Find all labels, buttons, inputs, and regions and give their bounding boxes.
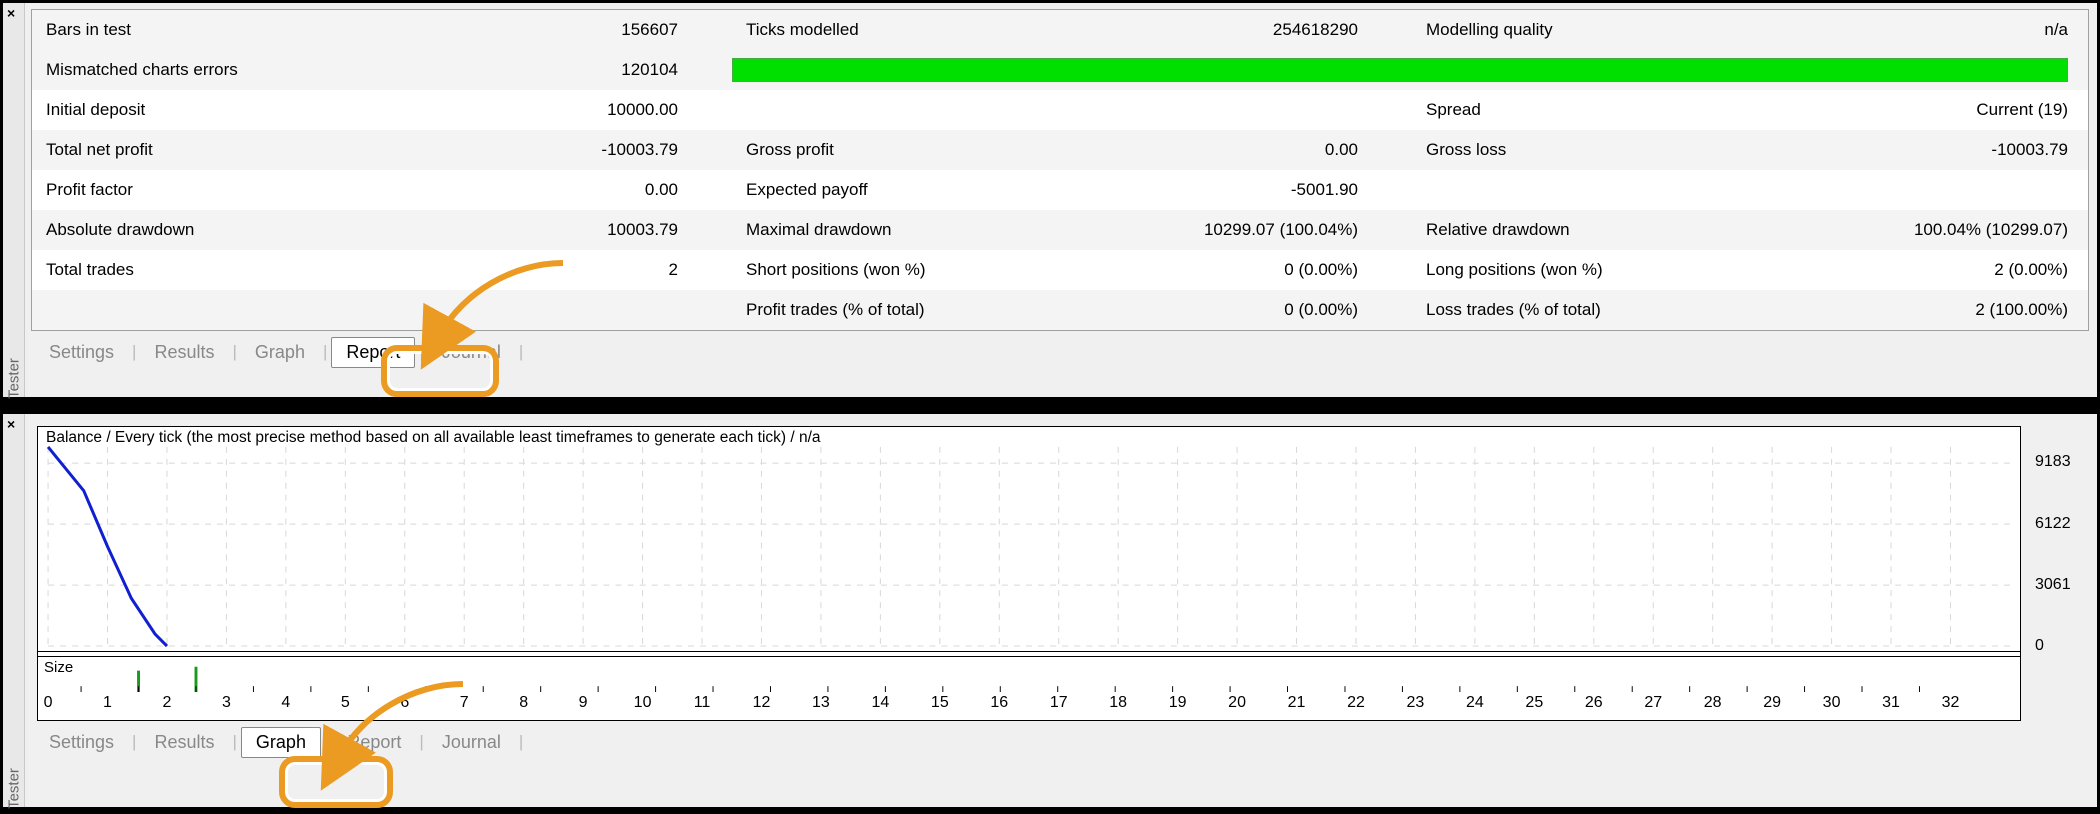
- report-row: Profit factor0.00Expected payoff-5001.90: [32, 170, 2088, 210]
- tab-settings[interactable]: Settings: [35, 728, 128, 757]
- tester-graph-panel: × Tester Balance / Every tick (the most …: [0, 410, 2100, 810]
- x-axis: 0123456789101112131415161718192021222324…: [38, 692, 2020, 720]
- report-row: Bars in test156607Ticks modelled25461829…: [32, 10, 2088, 50]
- tab-settings[interactable]: Settings: [35, 338, 128, 367]
- graph-tabbar: Settings|Results|Graph|Report|Journal|: [25, 721, 2097, 765]
- modelling-progress: [732, 58, 2082, 82]
- close-icon[interactable]: ×: [7, 416, 15, 432]
- report-row: Total net profit-10003.79Gross profit0.0…: [32, 130, 2088, 170]
- close-icon[interactable]: ×: [7, 5, 15, 21]
- tab-report[interactable]: Report: [331, 337, 415, 368]
- report-row: Profit trades (% of total)0 (0.00%)Loss …: [32, 290, 2088, 330]
- report-row: Absolute drawdown10003.79Maximal drawdow…: [32, 210, 2088, 250]
- tester-vertical-strip: × Tester: [3, 3, 25, 397]
- graph-body: Balance / Every tick (the most precise m…: [25, 414, 2097, 807]
- tab-journal[interactable]: Journal: [428, 728, 515, 757]
- report-row: Mismatched charts errors120104: [32, 50, 2088, 90]
- tester-vertical-strip: × Tester: [3, 414, 25, 807]
- tab-graph[interactable]: Graph: [241, 727, 321, 758]
- report-row: Total trades2Short positions (won %)0 (0…: [32, 250, 2088, 290]
- tab-graph[interactable]: Graph: [241, 338, 319, 367]
- report-body: Bars in test156607Ticks modelled25461829…: [25, 3, 2097, 397]
- report-tabbar: Settings|Results|Graph|Report|Journal|: [25, 331, 2097, 375]
- tester-label: Tester: [5, 358, 22, 399]
- balance-chart: Balance / Every tick (the most precise m…: [37, 426, 2021, 721]
- y-axis-labels: 9183612230610: [2029, 420, 2089, 721]
- tab-results[interactable]: Results: [140, 728, 228, 757]
- tab-report[interactable]: Report: [333, 728, 415, 757]
- tab-journal[interactable]: Journal: [428, 338, 515, 367]
- report-row: Initial deposit10000.00SpreadCurrent (19…: [32, 90, 2088, 130]
- tester-label: Tester: [5, 768, 22, 809]
- tester-report-panel: × Tester Bars in test156607Ticks modelle…: [0, 0, 2100, 400]
- balance-line-svg: [38, 427, 2020, 651]
- tab-results[interactable]: Results: [140, 338, 228, 367]
- report-table: Bars in test156607Ticks modelled25461829…: [31, 9, 2089, 331]
